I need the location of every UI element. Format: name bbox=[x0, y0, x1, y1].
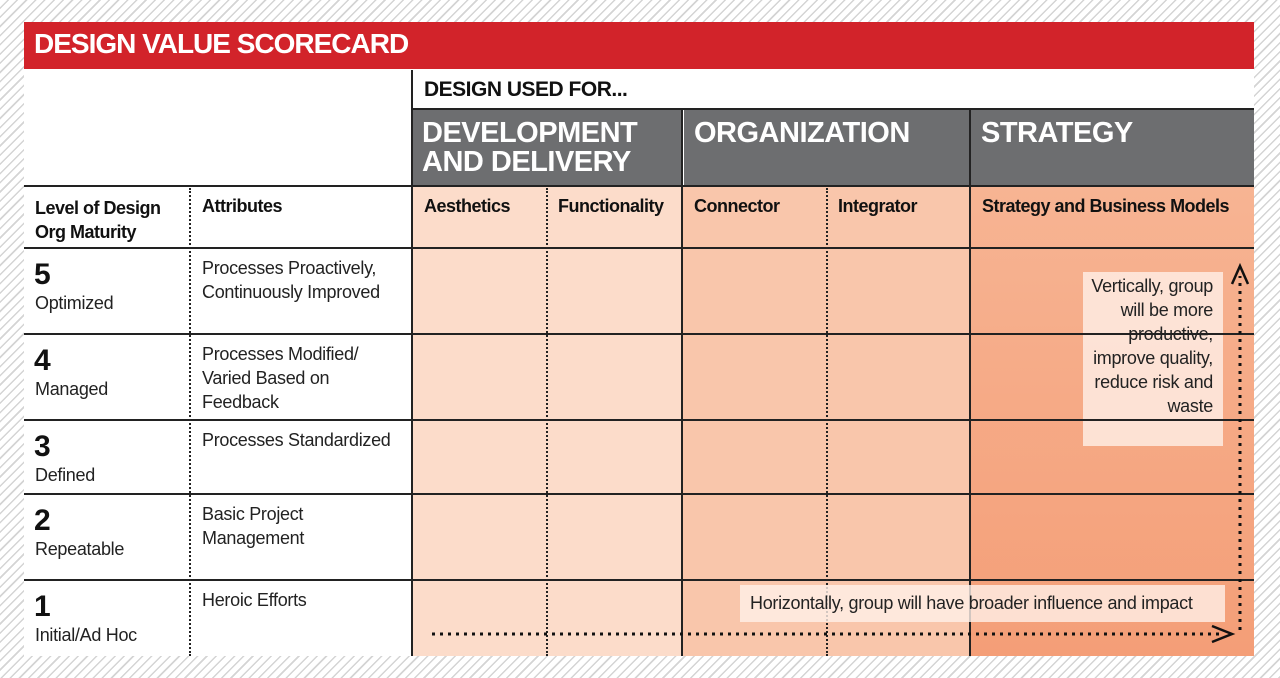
dotted-divider bbox=[546, 188, 548, 656]
horizontal-note: Horizontally, group will have broader in… bbox=[740, 585, 1225, 622]
level-number: 2 bbox=[34, 504, 51, 537]
level-name: Optimized bbox=[35, 293, 114, 313]
divider bbox=[412, 108, 1254, 110]
attributes: Processes Modified/ Varied Based on Feed… bbox=[202, 344, 359, 412]
level-name: Defined bbox=[35, 465, 95, 485]
column-header: Strategy and Business Models bbox=[982, 196, 1230, 216]
group-header: ORGANIZATION bbox=[684, 110, 969, 186]
attributes: Heroic Efforts bbox=[202, 590, 307, 610]
column-header: Connector bbox=[694, 196, 780, 216]
level-number: 5 bbox=[34, 258, 51, 291]
row-divider bbox=[24, 579, 1254, 581]
row-divider bbox=[24, 493, 1254, 495]
column-header: Attributes bbox=[202, 196, 283, 216]
divider bbox=[411, 70, 413, 656]
column-header: Functionality bbox=[558, 196, 664, 216]
title: DESIGN VALUE SCORECARD bbox=[24, 22, 1254, 69]
level-name: Repeatable bbox=[35, 539, 125, 559]
row-divider bbox=[24, 333, 1254, 335]
level-name: Managed bbox=[35, 379, 108, 399]
column-header: Level of Design Org Maturity bbox=[35, 198, 161, 242]
divider bbox=[969, 110, 971, 656]
row-divider bbox=[24, 247, 1254, 249]
row-divider bbox=[24, 419, 1254, 421]
attributes: Processes Standardized bbox=[202, 430, 391, 450]
level-number: 3 bbox=[34, 430, 51, 463]
column-header: Integrator bbox=[838, 196, 918, 216]
group-header: STRATEGY bbox=[971, 110, 1254, 186]
used-for: DESIGN USED FOR... bbox=[424, 78, 628, 101]
dotted-divider bbox=[826, 188, 828, 656]
level-name: Initial/Ad Hoc bbox=[35, 625, 137, 645]
divider bbox=[24, 185, 1254, 187]
level-number: 4 bbox=[34, 344, 51, 377]
arrow-head bbox=[1211, 624, 1236, 644]
column-header: Aesthetics bbox=[424, 196, 511, 216]
divider bbox=[681, 110, 683, 656]
attributes: Basic Project Management bbox=[202, 504, 305, 548]
attributes: Processes Proactively, Continuously Impr… bbox=[202, 258, 380, 302]
group-header: DEVELOPMENT AND DELIVERY bbox=[412, 110, 682, 186]
vertical-note: Vertically, group will be more productiv… bbox=[1083, 272, 1223, 446]
level-number: 1 bbox=[34, 590, 51, 623]
dotted-divider bbox=[189, 188, 191, 656]
arrow-head bbox=[1230, 262, 1250, 285]
